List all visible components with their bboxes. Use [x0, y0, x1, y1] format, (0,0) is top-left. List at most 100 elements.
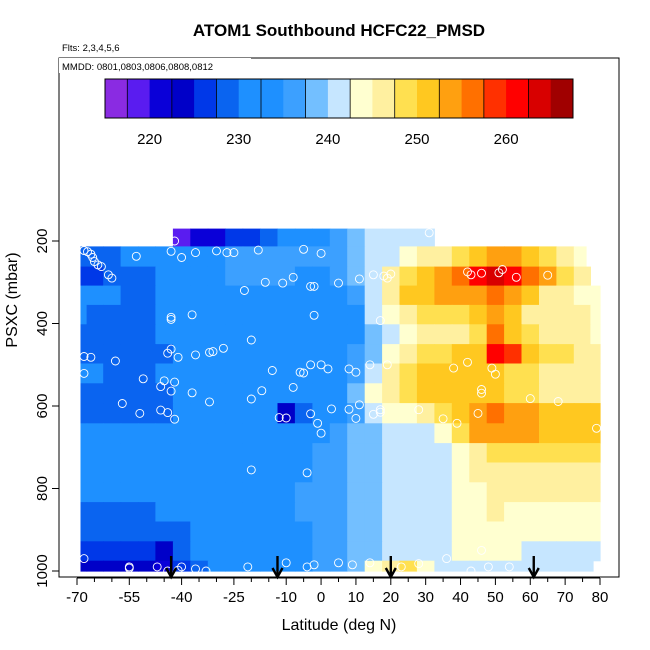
heatmap-cell [260, 228, 278, 247]
heatmap-cell [277, 423, 296, 444]
x-tick-label: -55 [118, 589, 140, 606]
heatmap-cell [399, 502, 418, 523]
heatmap-cell [277, 560, 296, 572]
observation-point [347, 560, 357, 570]
heatmap-cell [434, 482, 453, 503]
heatmap-cell [504, 285, 523, 306]
heatmap-cell [364, 521, 383, 542]
colorbar-segment [238, 79, 262, 118]
heatmap-cell [329, 304, 348, 325]
observation-point [288, 382, 298, 392]
heatmap-cell [190, 502, 209, 523]
heatmap-cell [86, 443, 104, 464]
observation-point [163, 408, 173, 418]
observation-point [327, 404, 336, 414]
heatmap-cell [364, 482, 383, 503]
observation-point [449, 363, 459, 373]
heatmap-cell [138, 246, 156, 268]
heatmap-cell [172, 403, 191, 424]
heatmap-cell [556, 560, 575, 572]
heatmap-cell [590, 521, 601, 542]
heatmap-cell [469, 443, 488, 464]
observation-point [191, 350, 200, 360]
x-tick-label: 80 [592, 589, 609, 606]
heatmap-cell [86, 285, 104, 306]
heatmap-cell [242, 246, 261, 268]
heatmap-cell [539, 344, 557, 365]
heatmap-cell [225, 521, 244, 542]
observation-point [243, 562, 253, 572]
heatmap-cell [138, 541, 156, 562]
observation-point [466, 566, 476, 576]
chart-title: ATOM1 Southbound HCFC22_PMSD [193, 21, 485, 40]
heatmap-cell [329, 383, 348, 404]
observation-point [344, 404, 354, 414]
heatmap-cell [521, 482, 540, 503]
heatmap-cell [434, 502, 453, 523]
observation-point [306, 360, 316, 370]
heatmap-cell [207, 285, 226, 306]
heatmap-cell [80, 443, 88, 464]
heatmap-cell [504, 304, 523, 325]
observation-point [504, 562, 514, 572]
heatmap-cell [364, 266, 383, 287]
observation-point [375, 405, 385, 415]
colorbar-tick-label: 260 [494, 131, 519, 148]
heatmap-cell [469, 266, 488, 287]
heatmap-cell [225, 403, 244, 424]
heatmap-cell [451, 246, 470, 268]
observation-point [135, 408, 145, 418]
heatmap-cell [451, 363, 470, 384]
observation-point [253, 245, 263, 255]
observation-point [473, 408, 483, 418]
heatmap-cell [242, 423, 261, 444]
colorbar-segment [327, 79, 351, 118]
heatmap-cell [190, 324, 209, 345]
heatmap-cell [260, 285, 278, 306]
colorbar-segment [483, 79, 507, 118]
heatmap-cell [172, 541, 191, 562]
heatmap-cell [504, 363, 523, 384]
heatmap-cell [399, 304, 418, 325]
heatmap-cell [590, 560, 594, 572]
heatmap-cell [80, 246, 88, 268]
x-tick-label: 60 [522, 589, 539, 606]
heatmap-cell [277, 482, 296, 503]
heatmap-cell [347, 383, 366, 404]
heatmap-cell [312, 363, 331, 384]
heatmap-cell [382, 344, 401, 365]
heatmap-cell [312, 462, 331, 483]
observation-point [490, 369, 500, 379]
heatmap-cell [155, 266, 174, 287]
heatmap-cell [434, 285, 453, 306]
heatmap-cell [294, 521, 313, 542]
heatmap-cell [382, 521, 401, 542]
x-tick-label: 10 [348, 589, 365, 606]
heatmap-cell [539, 521, 557, 542]
observation-point [414, 559, 424, 569]
heatmap-cell [469, 521, 488, 542]
heatmap-cell [504, 521, 523, 542]
heatmap-cell [329, 423, 348, 444]
heatmap-cell [486, 443, 505, 464]
observation-point [396, 562, 406, 572]
heatmap-cell [521, 521, 540, 542]
heatmap-cell [138, 304, 156, 325]
heatmap-cell [347, 521, 366, 542]
heatmap-cell [120, 423, 139, 444]
heatmap-cell [294, 541, 313, 562]
colorbar-segment [105, 79, 128, 118]
heatmap-cell [260, 482, 278, 503]
observation-point [246, 394, 256, 404]
heatmap-cell [138, 482, 156, 503]
colorbar-segment [439, 79, 462, 118]
heatmap-cell [86, 266, 104, 287]
observation-point [187, 310, 197, 320]
observation-point [173, 352, 183, 362]
heatmap-cell [225, 462, 244, 483]
heatmap-cell [120, 324, 139, 345]
heatmap-cell [207, 423, 226, 444]
heatmap-cell [590, 403, 601, 424]
observation-point [107, 273, 117, 283]
heatmap-cell [451, 560, 470, 572]
